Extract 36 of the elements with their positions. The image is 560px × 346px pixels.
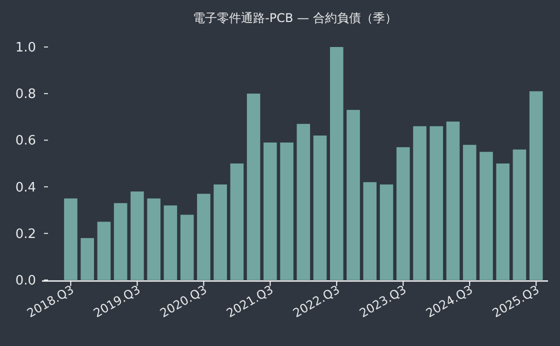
bar (80, 238, 94, 280)
bar (97, 222, 111, 280)
bar (480, 152, 493, 280)
y-tick-label: 0.6 (15, 134, 36, 149)
bar (529, 91, 543, 280)
y-tick-label: 0.8 (15, 87, 36, 102)
bar (330, 47, 344, 280)
bar (264, 142, 277, 280)
bar (147, 198, 160, 280)
bar (280, 142, 294, 280)
bar (214, 184, 227, 280)
bar (114, 203, 128, 280)
bar (313, 136, 327, 280)
bar (230, 164, 244, 280)
y-tick-label: 0.0 (15, 274, 36, 288)
bar (246, 94, 260, 280)
y-tick-label: 0.4 (15, 180, 36, 196)
bar (430, 126, 444, 280)
bar (296, 124, 310, 280)
bar (446, 122, 460, 280)
bar (413, 126, 426, 280)
y-tick-label: 1.0 (15, 40, 36, 56)
bar (396, 147, 410, 280)
bar (462, 144, 476, 280)
bar (380, 184, 394, 280)
bar (496, 164, 510, 280)
bar (346, 110, 360, 280)
y-tick-label: 0.2 (15, 226, 36, 242)
bar (512, 150, 526, 280)
title: 電子零件通路-PCB — 合約負債（季） (193, 11, 397, 25)
bar (363, 182, 377, 280)
bar (197, 194, 210, 280)
bar (130, 191, 144, 280)
bar (180, 214, 194, 280)
bar (64, 198, 78, 280)
bar (164, 205, 178, 280)
